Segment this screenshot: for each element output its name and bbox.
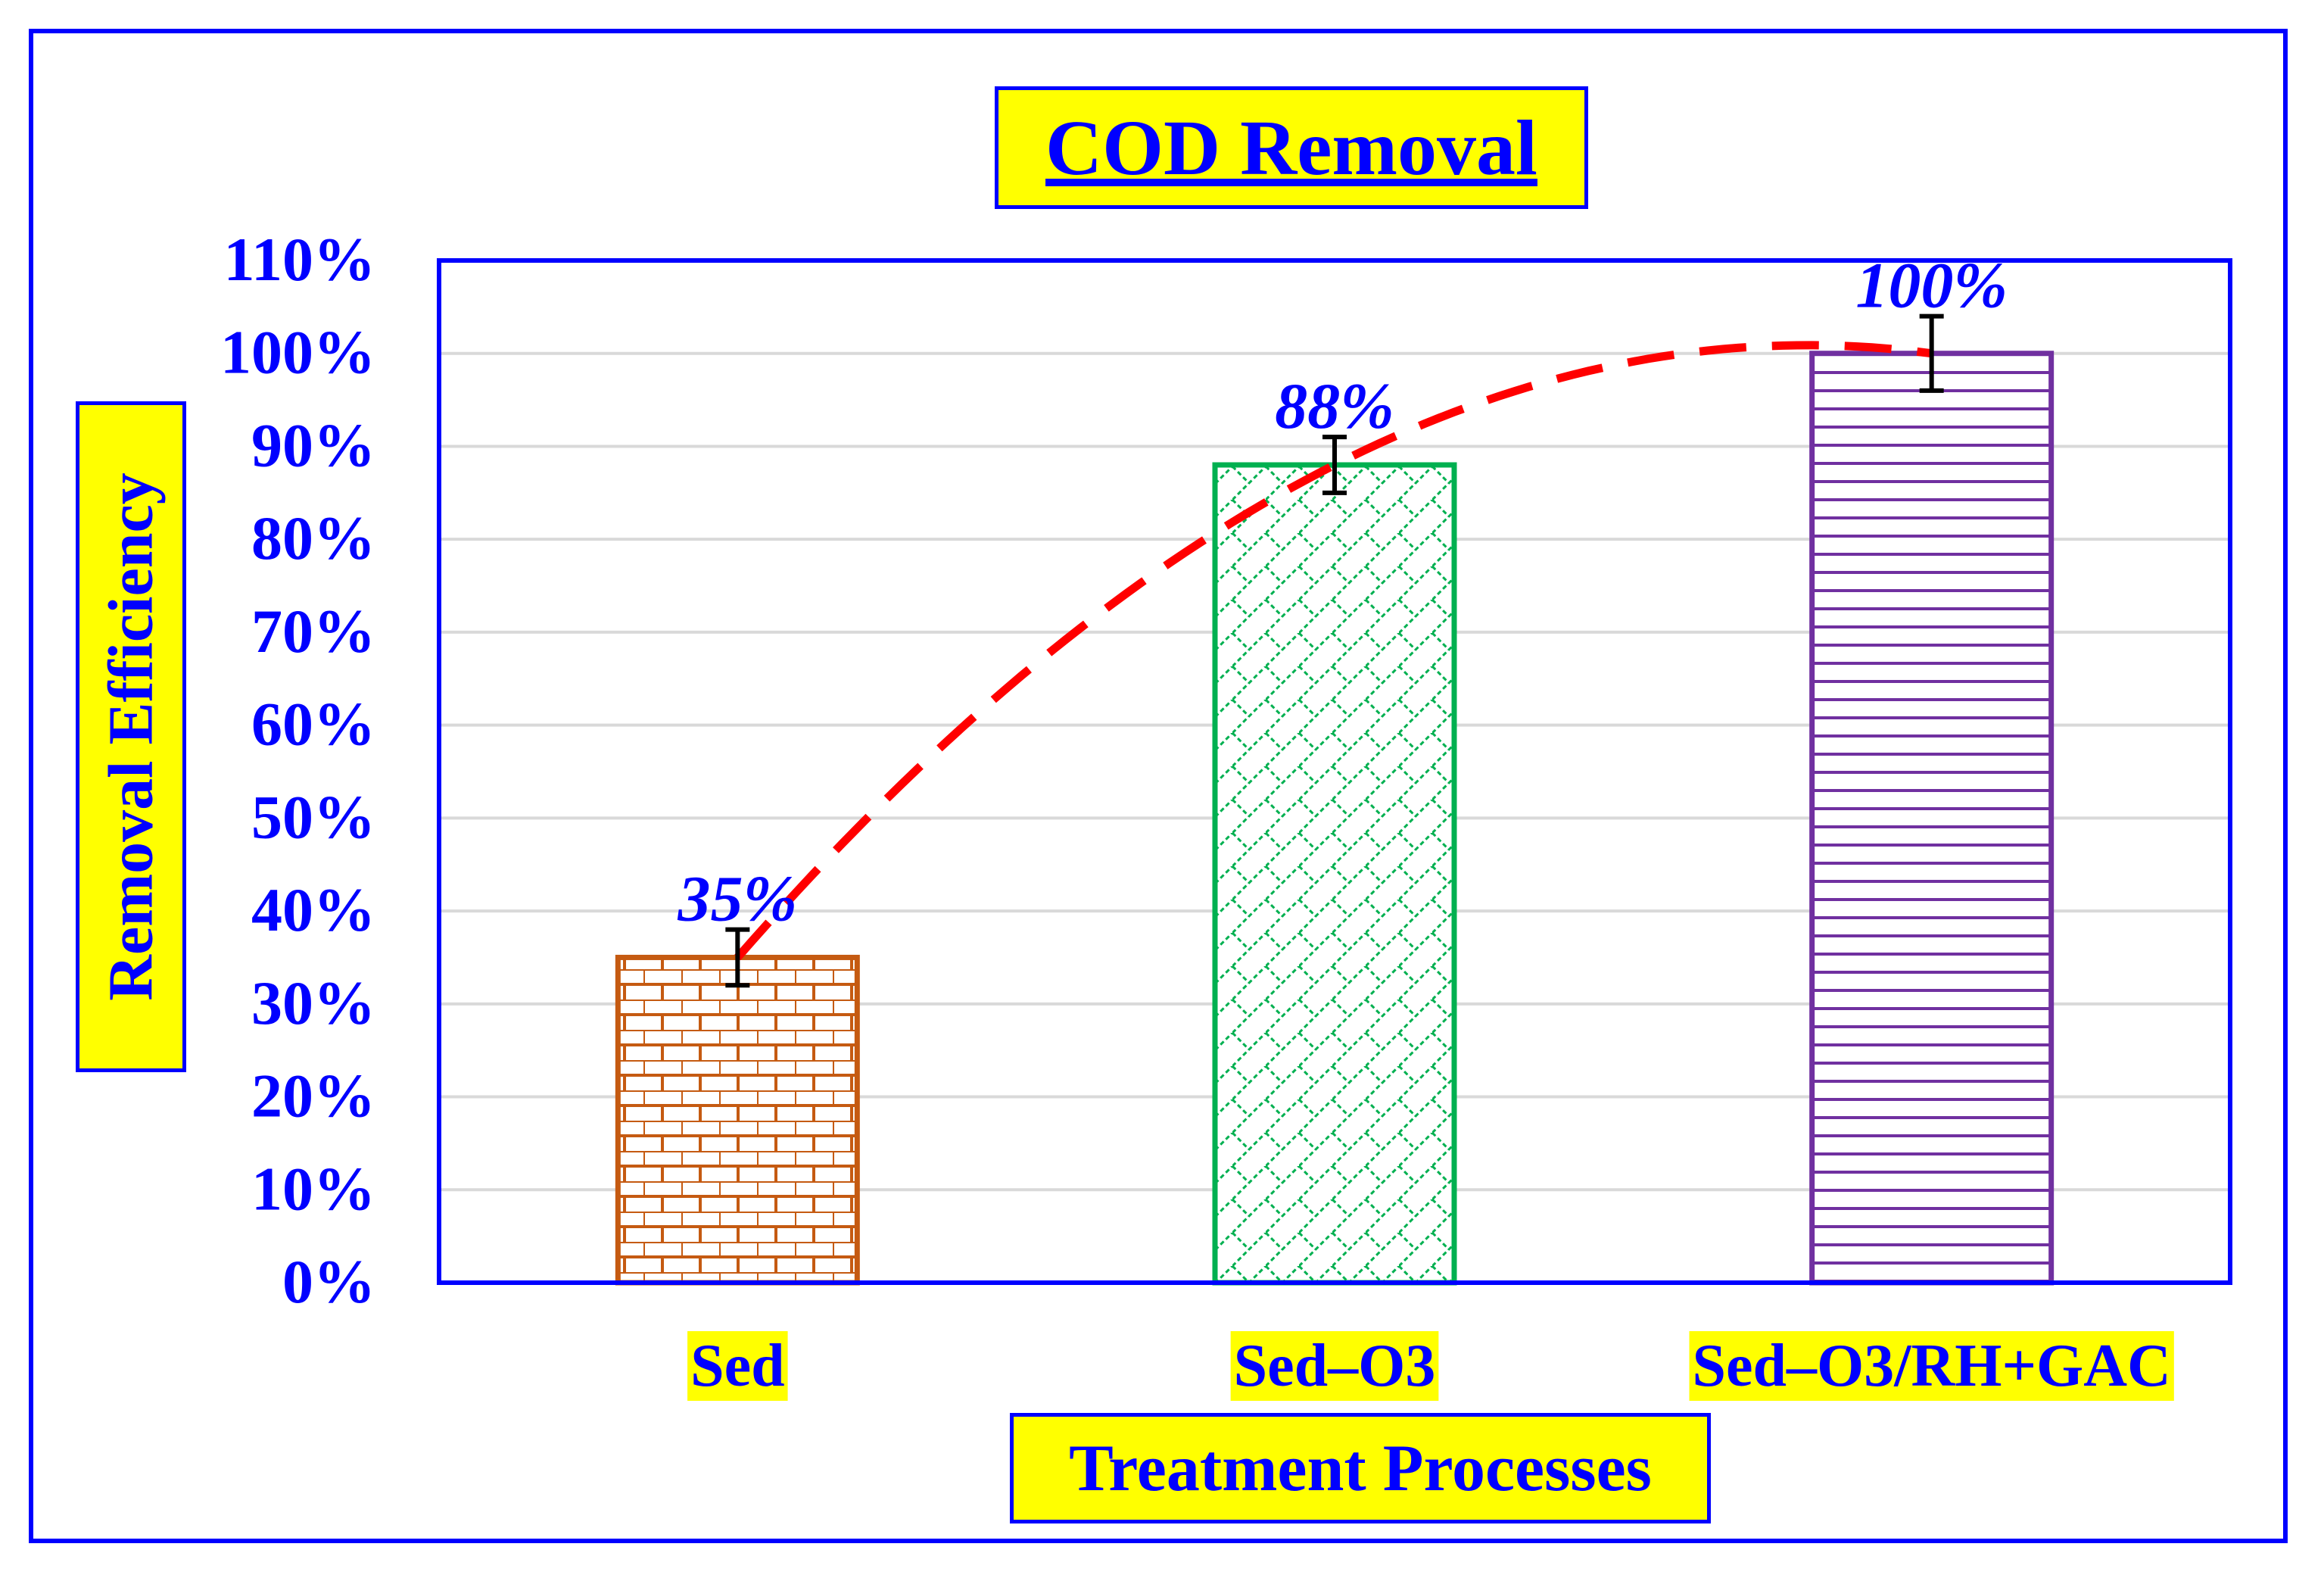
bar	[615, 954, 860, 1286]
bar	[1809, 351, 2055, 1286]
x-tick-label-background	[687, 1331, 788, 1401]
x-axis-label: Treatment Processes	[1069, 1431, 1652, 1505]
y-tick-label: 30%	[251, 968, 375, 1037]
y-tick-label: 10%	[251, 1154, 375, 1223]
y-tick-label: 110%	[224, 225, 375, 294]
y-tick-label: 20%	[251, 1062, 375, 1130]
x-axis-label-box: Treatment Processes	[1010, 1413, 1711, 1523]
trendline	[734, 341, 1933, 961]
error-bars	[725, 313, 1944, 988]
data-label: 88%	[1275, 370, 1394, 442]
y-axis-label-box: Removal Efficiency	[76, 401, 186, 1072]
x-tick-label: Sed–O3/RH+GAC	[1693, 1333, 2171, 1399]
y-tick-label: 100%	[220, 318, 375, 387]
y-tick-label: 0%	[282, 1247, 375, 1316]
data-label: 100%	[1855, 249, 2008, 322]
chart-labels: 0% 10% 20% 30% 40% 50% 60% 70% 80% 90% 100% 110% 35%…	[220, 225, 2174, 1401]
y-tick-label: 70%	[251, 597, 375, 666]
y-axis-label: Removal Efficiency	[95, 472, 167, 1001]
chart-title-box: COD Removal	[995, 86, 1588, 209]
chart-title: COD Removal	[1045, 104, 1537, 192]
y-tick-label: 80%	[251, 504, 375, 572]
x-tick-label-background	[1689, 1331, 2174, 1401]
y-tick-label: 40%	[251, 875, 375, 944]
x-tick-label: Sed	[690, 1333, 785, 1399]
y-tick-label: 50%	[251, 782, 375, 851]
data-label: 35%	[678, 862, 798, 935]
x-tick-label-background	[1230, 1331, 1439, 1401]
chart-frame	[29, 29, 2288, 1543]
axes	[437, 258, 2232, 1285]
bar	[1212, 462, 1457, 1286]
bars	[615, 351, 2055, 1286]
y-tick-label: 60%	[251, 690, 375, 759]
x-tick-label: Sed–O3	[1234, 1333, 1436, 1399]
plot-area-border	[437, 258, 2232, 1285]
y-tick-label: 90%	[251, 410, 375, 479]
trendline-layer	[734, 341, 1933, 961]
